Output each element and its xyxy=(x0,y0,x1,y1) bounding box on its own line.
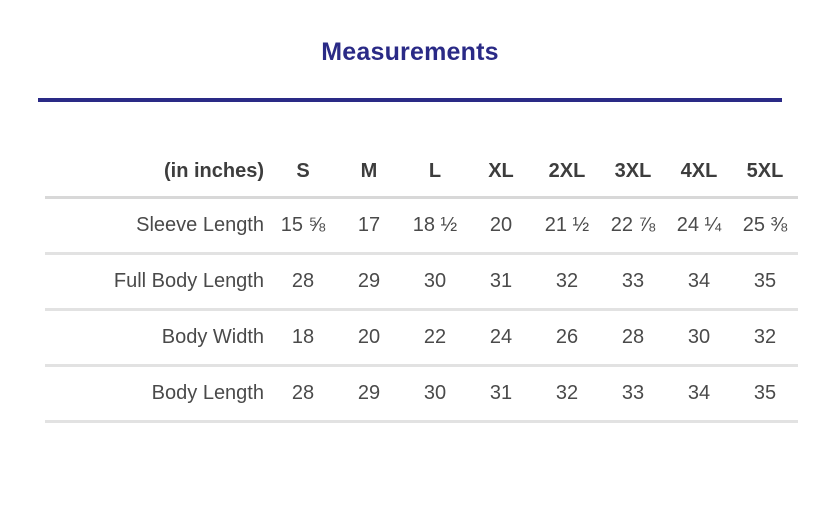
measurement-cell: 17 xyxy=(336,197,402,255)
measurement-cell: 30 xyxy=(666,309,732,367)
measurement-cell: 18 ½ xyxy=(402,197,468,255)
table-row: Body Length 28 29 30 31 32 33 34 35 xyxy=(45,365,798,423)
measurement-cell: 29 xyxy=(336,253,402,311)
measurement-cell: 28 xyxy=(270,253,336,311)
measurement-cell: 33 xyxy=(600,253,666,311)
measurement-cell: 24 xyxy=(468,309,534,367)
measurement-cell: 30 xyxy=(402,365,468,423)
measurement-cell: 22 ⅞ xyxy=(600,197,666,255)
measurement-cell: 31 xyxy=(468,365,534,423)
table-row: Body Width 18 20 22 24 26 28 30 32 xyxy=(45,309,798,367)
size-column-header: XL xyxy=(468,147,534,199)
measurement-cell: 34 xyxy=(666,365,732,423)
measurement-cell: 21 ½ xyxy=(534,197,600,255)
table-header: (in inches) S M L XL 2XL 3XL 4XL 5XL xyxy=(45,147,798,199)
size-column-header: 3XL xyxy=(600,147,666,199)
size-column-header: S xyxy=(270,147,336,199)
measurement-cell: 26 xyxy=(534,309,600,367)
row-label: Body Width xyxy=(45,309,270,367)
measurements-table: (in inches) S M L XL 2XL 3XL 4XL 5XL Sleeve Leng… xyxy=(45,147,798,423)
measurement-cell: 35 xyxy=(732,365,798,423)
measurement-cell: 24 ¼ xyxy=(666,197,732,255)
row-label: Full Body Length xyxy=(45,253,270,311)
table-body: Sleeve Length 15 ⅝ 17 18 ½ 20 21 ½ 22 ⅞ 24 ¼ 25 … xyxy=(45,197,798,423)
measurement-cell: 33 xyxy=(600,365,666,423)
table-row: Sleeve Length 15 ⅝ 17 18 ½ 20 21 ½ 22 ⅞ 24 ¼ 25 … xyxy=(45,197,798,255)
measurement-cell: 20 xyxy=(336,309,402,367)
measurement-cell: 35 xyxy=(732,253,798,311)
size-column-header: 4XL xyxy=(666,147,732,199)
size-column-header: M xyxy=(336,147,402,199)
size-column-header: 5XL xyxy=(732,147,798,199)
unit-label: (in inches) xyxy=(45,147,270,199)
measurement-cell: 32 xyxy=(534,253,600,311)
measurements-page: Measurements (in inches) S M L XL 2XL 3XL 4XL 5X… xyxy=(0,38,820,522)
measurement-cell: 25 ⅜ xyxy=(732,197,798,255)
size-column-header: L xyxy=(402,147,468,199)
title-divider xyxy=(38,98,782,102)
measurement-cell: 18 xyxy=(270,309,336,367)
row-label: Body Length xyxy=(45,365,270,423)
measurement-cell: 32 xyxy=(534,365,600,423)
measurement-cell: 32 xyxy=(732,309,798,367)
measurement-cell: 30 xyxy=(402,253,468,311)
row-label: Sleeve Length xyxy=(45,197,270,255)
measurement-cell: 20 xyxy=(468,197,534,255)
table-row: Full Body Length 28 29 30 31 32 33 34 35 xyxy=(45,253,798,311)
measurement-cell: 15 ⅝ xyxy=(270,197,336,255)
measurement-cell: 31 xyxy=(468,253,534,311)
size-column-header: 2XL xyxy=(534,147,600,199)
measurement-cell: 28 xyxy=(270,365,336,423)
measurement-cell: 22 xyxy=(402,309,468,367)
measurement-cell: 34 xyxy=(666,253,732,311)
page-title: Measurements xyxy=(321,38,499,66)
measurement-cell: 29 xyxy=(336,365,402,423)
measurement-cell: 28 xyxy=(600,309,666,367)
header-row: (in inches) S M L XL 2XL 3XL 4XL 5XL xyxy=(45,147,798,199)
